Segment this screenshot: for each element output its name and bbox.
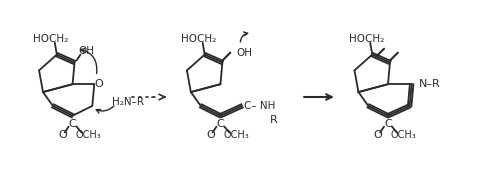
Text: O: O	[58, 130, 67, 140]
Text: OH: OH	[236, 48, 252, 58]
Text: OH: OH	[78, 46, 94, 56]
Text: HOCH₂: HOCH₂	[181, 34, 216, 44]
Text: OCH₃: OCH₃	[224, 130, 249, 140]
Text: C: C	[216, 119, 224, 129]
Text: C: C	[68, 119, 76, 129]
Text: H₂Ṅ–R: H₂Ṅ–R	[112, 97, 144, 107]
Text: HOCH₂: HOCH₂	[34, 34, 68, 44]
Text: R: R	[270, 115, 278, 125]
Text: C: C	[384, 119, 392, 129]
Text: O: O	[374, 130, 382, 140]
Text: C– ṄH: C– ṄH	[244, 101, 276, 111]
Text: OCH₃: OCH₃	[76, 130, 101, 140]
FancyArrowPatch shape	[240, 32, 248, 42]
Text: OCH₃: OCH₃	[391, 130, 416, 140]
Text: HOCH₂: HOCH₂	[348, 34, 384, 44]
FancyArrowPatch shape	[96, 106, 114, 113]
Text: O: O	[206, 130, 215, 140]
Text: N–R: N–R	[418, 79, 440, 89]
Text: O: O	[95, 79, 104, 89]
FancyArrowPatch shape	[81, 48, 97, 74]
